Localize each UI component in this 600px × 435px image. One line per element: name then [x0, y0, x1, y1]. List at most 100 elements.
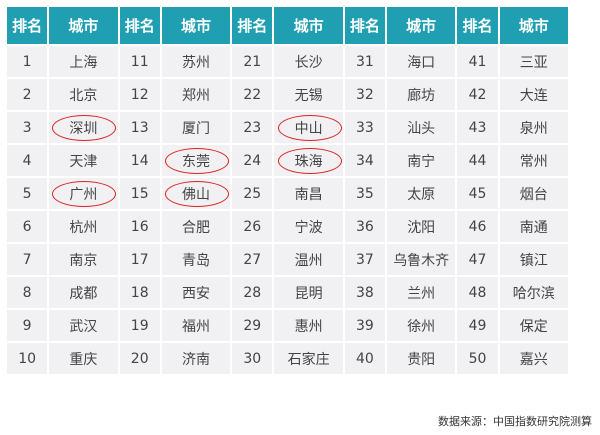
header-rank: 排名 [7, 7, 48, 44]
rank-cell: 13 [119, 112, 160, 143]
city-cell: 太原 [387, 178, 456, 209]
city-name: 南宁 [407, 153, 436, 170]
rank-cell: 41 [457, 46, 498, 77]
city-cell: 汕头 [387, 112, 456, 143]
table-row: 7 南京 17 青岛 27 温州 37 乌鲁木齐 47 镇江 [7, 244, 568, 275]
city-cell: 武汉 [49, 310, 118, 341]
rank-cell: 50 [457, 343, 498, 374]
city-name: 温州 [294, 252, 323, 269]
highlight-circle [165, 180, 229, 207]
rank-cell: 26 [232, 211, 273, 242]
city-name: 宁波 [294, 219, 323, 236]
city-cell: 海口 [387, 46, 456, 77]
city-name: 上海 [69, 54, 98, 71]
city-cell: 惠州 [274, 310, 343, 341]
rank-cell: 23 [232, 112, 273, 143]
rank-cell: 43 [457, 112, 498, 143]
city-cell: 南京 [49, 244, 118, 275]
city-cell: 乌鲁木齐 [387, 244, 456, 275]
table-row: 5 广州 15 佛山 25 南昌 35 太原 45 烟台 [7, 178, 568, 209]
city-name: 烟台 [519, 186, 548, 203]
rank-cell: 9 [7, 310, 48, 341]
table-row: 9 武汉 19 福州 29 惠州 39 徐州 49 保定 [7, 310, 568, 341]
city-cell: 厦门 [161, 112, 231, 143]
city-cell: 沈阳 [387, 211, 456, 242]
city-cell: 石家庄 [274, 343, 343, 374]
city-cell: 贵阳 [387, 343, 456, 374]
city-cell: 哈尔滨 [499, 277, 568, 308]
header-rank: 排名 [344, 7, 385, 44]
city-name: 常州 [519, 153, 548, 170]
rank-cell: 27 [232, 244, 273, 275]
city-name: 西安 [182, 285, 210, 302]
highlight-circle [277, 147, 342, 174]
city-ranking-table: 排名 城市 排名 城市 排名 城市 排名 城市 排名 城市 1 上海 11 苏州 21 长沙 31 海口 41 三亚… [5, 5, 570, 376]
header-city: 城市 [161, 7, 231, 44]
rank-cell: 29 [232, 310, 273, 341]
city-name: 合肥 [182, 219, 210, 236]
city-name: 泉州 [519, 120, 548, 137]
city-cell: 成都 [49, 277, 118, 308]
city-name: 保定 [519, 318, 548, 335]
city-name: 成都 [69, 285, 98, 302]
rank-cell: 44 [457, 145, 498, 176]
city-name: 厦门 [182, 120, 210, 137]
city-name: 南通 [519, 219, 548, 236]
data-source-note: 数据来源：中国指数研究院测算 [438, 415, 592, 428]
city-name: 杭州 [69, 219, 98, 236]
header-rank: 排名 [232, 7, 273, 44]
city-name: 济南 [182, 351, 210, 368]
rank-cell: 18 [119, 277, 160, 308]
city-cell: 保定 [499, 310, 568, 341]
city-name: 沈阳 [407, 219, 436, 236]
city-cell: 北京 [49, 79, 118, 110]
rank-cell: 5 [7, 178, 48, 209]
table-row: 4 天津 14 东莞 24 珠海 34 南宁 44 常州 [7, 145, 568, 176]
city-cell: 杭州 [49, 211, 118, 242]
city-cell: 烟台 [499, 178, 568, 209]
city-name: 三亚 [519, 54, 548, 71]
city-name: 苏州 [182, 54, 210, 71]
rank-cell: 4 [7, 145, 48, 176]
city-cell: 南宁 [387, 145, 456, 176]
rank-cell: 40 [344, 343, 385, 374]
city-cell: 镇江 [499, 244, 568, 275]
city-cell: 徐州 [387, 310, 456, 341]
city-name: 镇江 [519, 252, 548, 269]
city-name: 昆明 [294, 285, 323, 302]
city-name: 惠州 [294, 318, 323, 335]
rank-cell: 48 [457, 277, 498, 308]
header-city: 城市 [387, 7, 456, 44]
header-city: 城市 [499, 7, 568, 44]
city-cell: 三亚 [499, 46, 568, 77]
rank-cell: 15 [119, 178, 160, 209]
rank-cell: 46 [457, 211, 498, 242]
city-name: 乌鲁木齐 [393, 252, 450, 269]
city-cell: 济南 [161, 343, 231, 374]
rank-cell: 35 [344, 178, 385, 209]
header-row: 排名 城市 排名 城市 排名 城市 排名 城市 排名 城市 [7, 7, 568, 44]
city-cell: 常州 [499, 145, 568, 176]
rank-cell: 32 [344, 79, 385, 110]
header-city: 城市 [49, 7, 118, 44]
city-cell: 郑州 [161, 79, 231, 110]
rank-cell: 12 [119, 79, 160, 110]
city-name: 福州 [182, 318, 210, 335]
city-cell: 无锡 [274, 79, 343, 110]
city-cell: 上海 [49, 46, 118, 77]
city-cell: 珠海 [274, 145, 343, 176]
city-cell: 福州 [161, 310, 231, 341]
city-name: 太原 [407, 186, 436, 203]
city-name: 长沙 [294, 54, 323, 71]
rank-cell: 39 [344, 310, 385, 341]
city-cell: 兰州 [387, 277, 456, 308]
city-name: 北京 [69, 87, 98, 104]
city-name: 郑州 [182, 87, 210, 104]
city-cell: 南通 [499, 211, 568, 242]
city-cell: 南昌 [274, 178, 343, 209]
city-cell: 嘉兴 [499, 343, 568, 374]
city-name: 大连 [519, 87, 548, 104]
city-name: 青岛 [182, 252, 210, 269]
table-row: 6 杭州 16 合肥 26 宁波 36 沈阳 46 南通 [7, 211, 568, 242]
city-cell: 青岛 [161, 244, 231, 275]
